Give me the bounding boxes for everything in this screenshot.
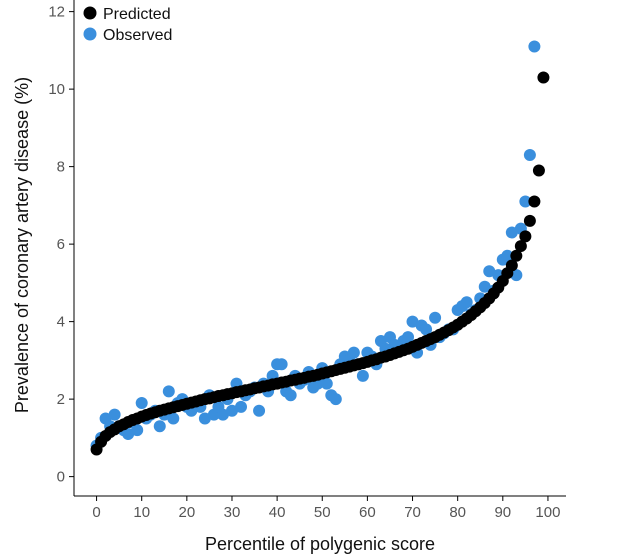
observed-point	[225, 404, 238, 417]
observed-point	[501, 249, 514, 262]
x-tick-label: 60	[359, 504, 376, 521]
observed-point	[505, 226, 518, 239]
predicted-point	[537, 71, 550, 84]
x-tick-label: 30	[224, 504, 241, 521]
x-tick-label: 90	[494, 504, 511, 521]
predicted-point	[505, 259, 518, 272]
x-ticks: 0 10 20 30 40 50 60 70 80 90 100	[92, 496, 560, 521]
observed-point	[108, 408, 121, 421]
x-tick-label: 50	[314, 504, 331, 521]
legend-label-observed: Observed	[103, 27, 172, 44]
x-tick-label: 0	[92, 504, 100, 521]
predicted-point	[514, 240, 527, 253]
x-tick-label: 100	[535, 504, 560, 521]
observed-point	[519, 195, 532, 208]
observed-point	[402, 331, 415, 344]
observed-point	[478, 280, 491, 293]
observed-points	[90, 40, 541, 452]
observed-point	[429, 311, 442, 324]
y-tick-label: 6	[57, 236, 65, 253]
predicted-point	[510, 249, 523, 262]
observed-point	[329, 393, 342, 406]
observed-point	[320, 377, 333, 390]
x-tick-label: 40	[269, 504, 286, 521]
observed-point	[122, 428, 135, 440]
observed-point	[131, 424, 144, 437]
axes	[73, 0, 566, 497]
predicted-point	[532, 164, 545, 177]
observed-point	[347, 346, 360, 359]
observed-point	[510, 269, 523, 282]
y-tick-label: 2	[57, 391, 65, 408]
x-tick-label: 10	[133, 504, 150, 521]
observed-point	[162, 385, 175, 398]
observed-point	[198, 412, 211, 425]
predicted-point	[528, 195, 541, 208]
y-ticks: 0 2 4 6 8 10 12	[48, 4, 74, 486]
predicted-point	[523, 214, 536, 227]
predicted-point	[519, 230, 532, 243]
observed-point	[275, 358, 288, 371]
legend-marker-observed	[83, 27, 97, 41]
legend-marker-predicted	[83, 6, 97, 20]
observed-point	[483, 265, 496, 278]
legend-label-predicted: Predicted	[103, 6, 171, 23]
observed-point	[523, 149, 536, 161]
y-tick-label: 12	[48, 4, 65, 21]
y-tick-label: 8	[57, 159, 65, 176]
y-axis-title: Prevalence of coronary artery disease (%…	[12, 77, 32, 413]
observed-point	[235, 400, 248, 413]
predicted-points	[90, 71, 550, 456]
y-tick-label: 10	[48, 81, 65, 98]
observed-point	[253, 404, 266, 417]
y-tick-label: 0	[57, 469, 65, 486]
y-tick-label: 4	[57, 314, 65, 331]
observed-point	[406, 315, 419, 328]
x-axis-title: Percentile of polygenic score	[205, 534, 435, 554]
x-tick-label: 70	[404, 504, 421, 521]
observed-point	[460, 296, 473, 309]
observed-point	[216, 408, 229, 421]
observed-point	[420, 323, 433, 336]
x-tick-label: 20	[179, 504, 196, 521]
legend: Predicted Observed	[83, 6, 172, 44]
x-tick-label: 80	[449, 504, 466, 521]
observed-point	[284, 389, 297, 402]
observed-point	[135, 397, 148, 409]
observed-point	[356, 369, 369, 382]
observed-point	[167, 412, 180, 425]
observed-point	[153, 420, 166, 433]
observed-point	[528, 40, 541, 53]
